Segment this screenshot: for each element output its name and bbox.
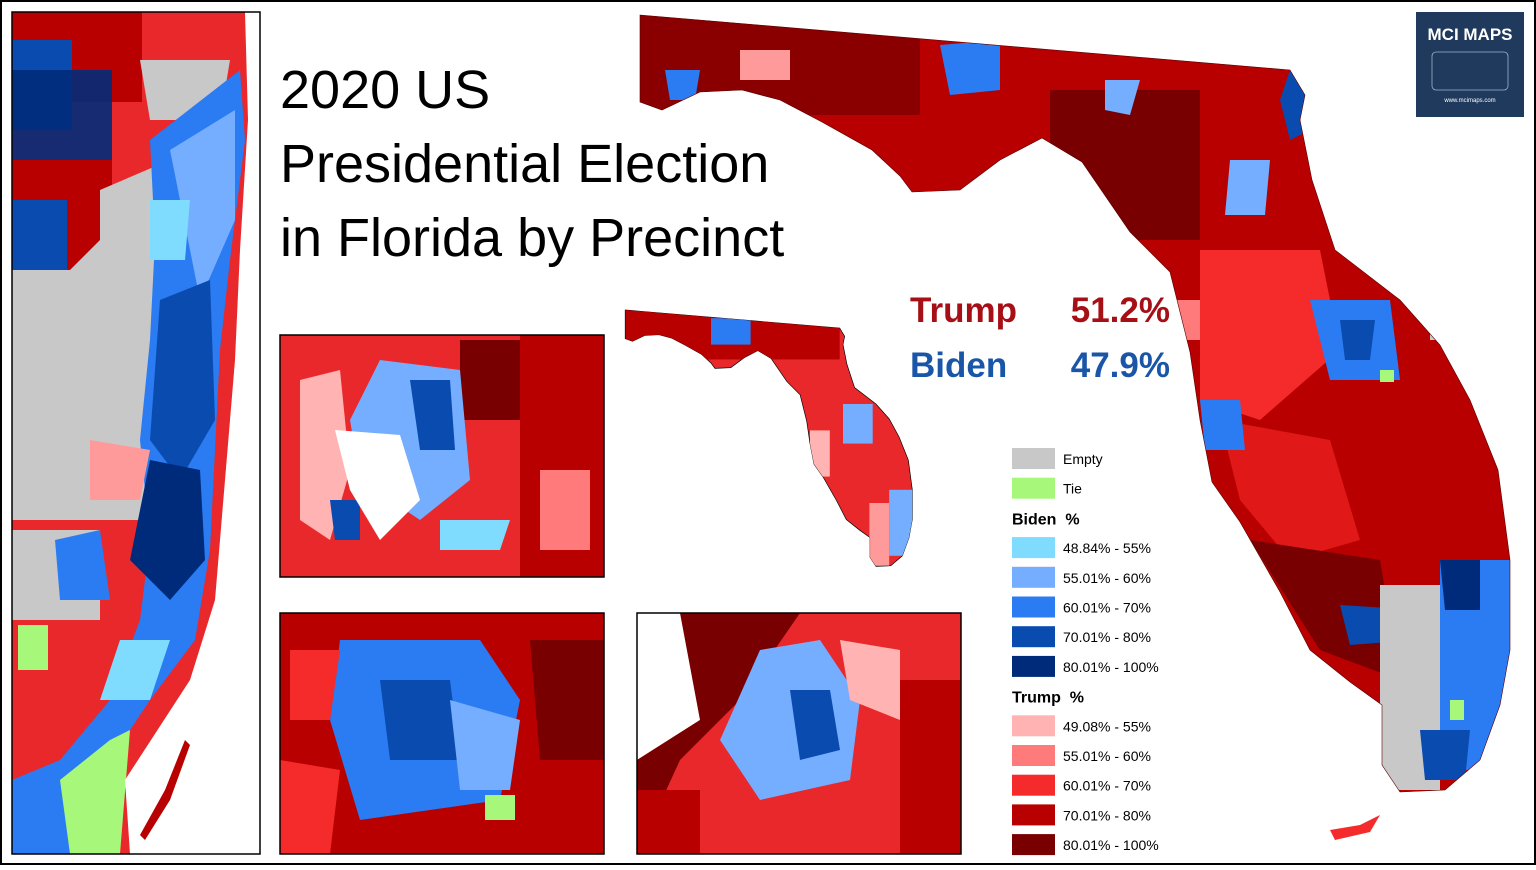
- candidate-name: Biden: [910, 346, 1007, 385]
- legend-swatch: [1012, 745, 1055, 766]
- legend-swatch: [1012, 626, 1055, 648]
- legend-swatch: [1012, 804, 1055, 826]
- legend: Empty Tie Biden % 48.84% - 55% 55.01% - 60% 6…: [1012, 448, 1159, 856]
- title: 2020 US Presidential Election in Florida…: [280, 60, 784, 268]
- legend-label: 80.01% - 100%: [1063, 837, 1159, 853]
- legend-label: Empty: [1063, 451, 1103, 467]
- legend-label: 60.01% - 70%: [1063, 600, 1151, 616]
- logo: MCI MAPS www.mcimaps.com: [1416, 12, 1524, 117]
- inset-border: [279, 612, 605, 855]
- results: Trump 51.2% Biden 47.9%: [910, 291, 1170, 385]
- candidate-name: Trump: [910, 291, 1017, 330]
- coast-panel: [12, 12, 260, 854]
- title-line: Presidential Election: [280, 134, 769, 194]
- legend-label: 60.01% - 70%: [1063, 778, 1151, 794]
- candidate-share: 51.2%: [1071, 291, 1170, 330]
- candidate-share: 47.9%: [1071, 346, 1170, 385]
- legend-swatch: [1012, 715, 1055, 737]
- logo-box: [1416, 12, 1524, 117]
- logo-url: www.mcimaps.com: [1443, 98, 1495, 104]
- legend-swatch: [1012, 596, 1055, 618]
- panel-border: [11, 11, 261, 855]
- legend-swatch: [1012, 655, 1055, 677]
- legend-group-title: Biden %: [1012, 511, 1080, 528]
- inset-border: [636, 612, 962, 855]
- inset-map: [280, 335, 604, 577]
- logo-map: [1431, 51, 1509, 91]
- legend-label: 55.01% - 60%: [1063, 570, 1151, 586]
- legend-swatch: [1012, 537, 1055, 559]
- legend-group-title: Trump %: [1012, 690, 1084, 707]
- legend-label: 70.01% - 80%: [1063, 629, 1151, 645]
- legend-label: Tie: [1063, 481, 1082, 497]
- legend-swatch: [1012, 448, 1055, 469]
- legend-label: 70.01% - 80%: [1063, 807, 1151, 823]
- legend-label: 49.08% - 55%: [1063, 718, 1151, 734]
- legend-swatch: [1012, 834, 1055, 856]
- legend-label: 55.01% - 60%: [1063, 748, 1151, 764]
- logo-title: MCI MAPS: [1428, 25, 1513, 44]
- legend-label: 80.01% - 100%: [1063, 659, 1159, 675]
- legend-swatch: [1012, 477, 1055, 499]
- inset-map: [280, 613, 604, 854]
- legend-swatch: [1012, 566, 1055, 588]
- legend-label: 48.84% - 55%: [1063, 540, 1151, 556]
- inset-border: [279, 334, 605, 578]
- title-line: 2020 US: [280, 60, 490, 120]
- title-line: in Florida by Precinct: [280, 208, 784, 268]
- legend-swatch: [1012, 774, 1055, 796]
- state-map: [639, 14, 1511, 840]
- inset-map: [637, 613, 961, 854]
